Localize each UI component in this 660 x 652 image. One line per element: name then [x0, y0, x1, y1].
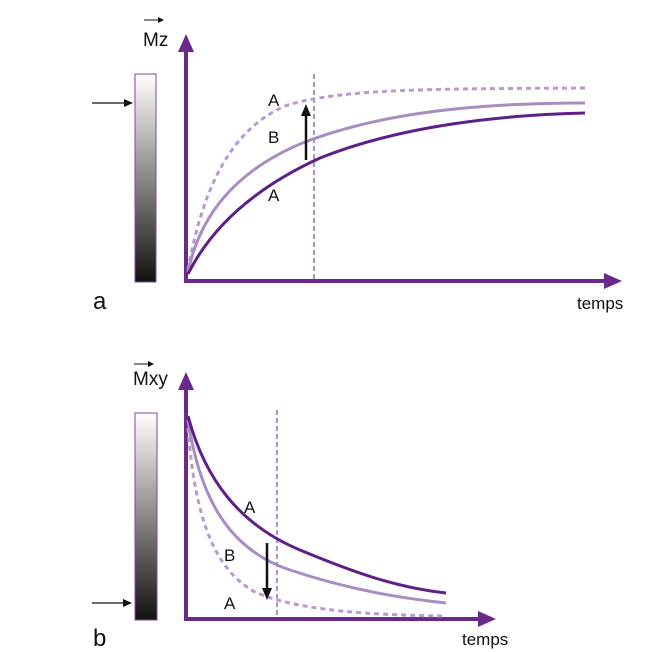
y-axis-label-a: Mz	[143, 30, 168, 51]
panel-label-b: b	[93, 625, 106, 652]
axes-b	[178, 372, 496, 627]
curve-label-bottom-a: A	[268, 186, 280, 205]
down-arrow-b	[262, 543, 272, 600]
up-arrow-a	[301, 104, 311, 160]
curve-a-dotted	[186, 86, 586, 271]
y-axis-label-b: Mxy	[133, 369, 168, 390]
curve-b-light-b	[186, 419, 447, 605]
curve-label-middle-a: B	[268, 128, 279, 147]
curve-label-middle-b: B	[224, 546, 235, 565]
curve-a-dark-b	[186, 415, 447, 595]
x-axis-label-a: temps	[577, 294, 623, 313]
curve-a-dark	[186, 111, 586, 275]
grayscale-bar-a	[134, 73, 157, 283]
curve-a-dotted-b	[186, 427, 446, 618]
signal-pointer-arrow-a	[92, 99, 133, 107]
curve-label-top-a: A	[268, 91, 280, 110]
curve-b-light	[186, 101, 586, 273]
grayscale-bar-b	[134, 412, 158, 621]
signal-pointer-arrow-b	[92, 599, 132, 607]
panel-a: Mz A B A temps a	[92, 17, 623, 315]
vector-arrow-icon-a	[144, 17, 164, 23]
curve-label-bottom-b: A	[224, 594, 236, 613]
curve-label-top-b: A	[244, 498, 256, 517]
axes-a	[178, 34, 622, 289]
panel-label-a: a	[93, 288, 107, 315]
x-axis-label-b: temps	[462, 630, 508, 649]
panel-b: Mxy A B A temps b	[92, 361, 508, 652]
vector-arrow-icon-b	[134, 361, 154, 367]
